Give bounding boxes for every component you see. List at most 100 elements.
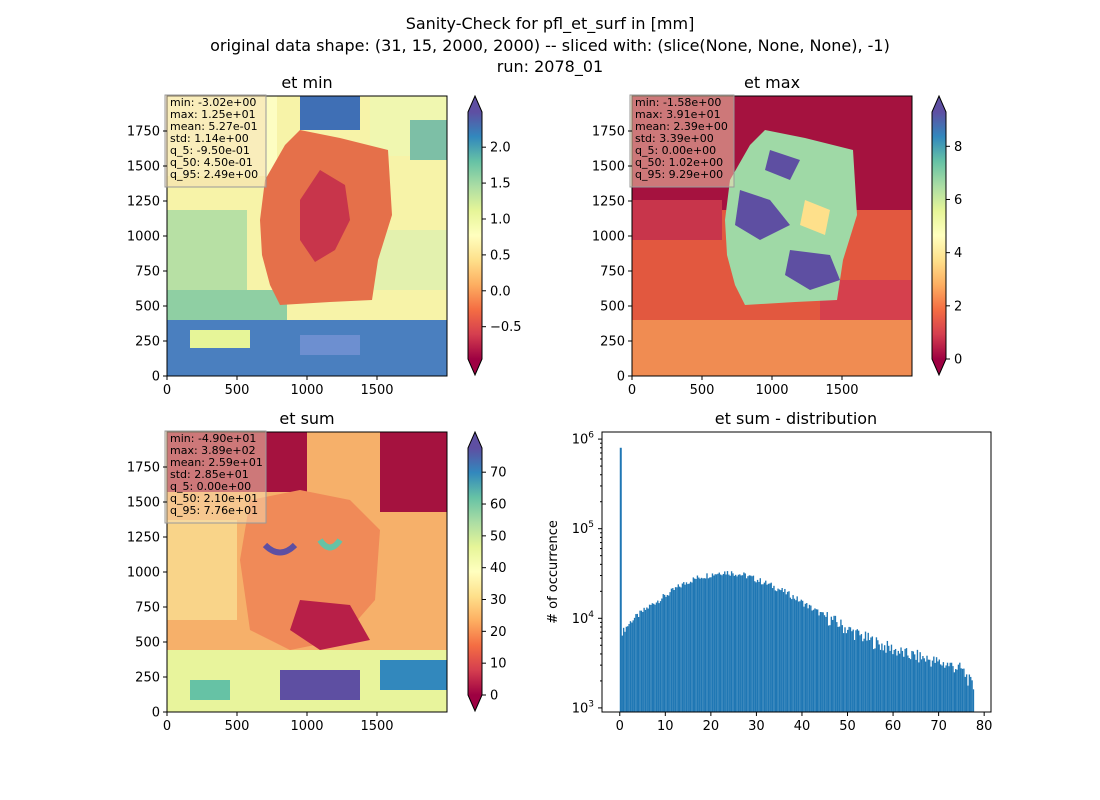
y-tick-label: 1500 (127, 160, 160, 175)
histogram-bar (795, 600, 797, 712)
histogram-bar (717, 573, 719, 712)
histogram-bar (860, 634, 863, 712)
panel-et-max: et max min: -1.58e+00 max: 3.91e+01 mean… (592, 73, 962, 398)
histogram-bar (874, 648, 876, 712)
histogram-bar (730, 571, 733, 712)
histogram-bar (855, 630, 857, 712)
panel-et-sum-distribution: et sum - distribution 0 10 20 30 40 50 60 70 80 … (546, 409, 992, 734)
histogram-bar (900, 647, 902, 712)
histogram-bar (750, 575, 752, 712)
histogram-bar (930, 666, 932, 712)
histogram-bar (685, 582, 688, 712)
y-tick-label: 1750 (127, 461, 160, 476)
y-axis-distribution: 103 104 105 106 (572, 431, 602, 716)
histogram-bar (885, 652, 887, 712)
x-tick-label: 0 (163, 383, 171, 398)
histogram-bar (773, 585, 775, 712)
histogram-bar (812, 609, 815, 712)
histogram-bar (683, 582, 685, 712)
histogram-bar (942, 662, 945, 712)
histogram-bar (689, 581, 692, 712)
histogram-bar (680, 587, 682, 712)
histogram-bar (665, 596, 667, 712)
histogram-bar (922, 656, 924, 712)
colorbar-tick-label: −0.5 (490, 320, 522, 335)
y-tick-label: 1000 (127, 566, 160, 581)
stat-line: std: 2.85e+01 (170, 468, 249, 481)
histogram-bar (801, 600, 804, 712)
y-tick-label: 750 (135, 601, 160, 616)
histogram-bar (863, 638, 865, 712)
x-tick-label: 1000 (755, 383, 788, 398)
colorbar-et-min: −0.5 0.0 0.5 1.0 1.5 2.0 (467, 94, 522, 377)
histogram-bar (822, 612, 824, 712)
histogram-bar (715, 574, 718, 712)
histogram-bar (953, 672, 956, 712)
histogram-bar (670, 588, 673, 712)
x-tick-label: 1000 (290, 383, 323, 398)
colorbar-extend-max (468, 96, 482, 112)
histogram-bar (714, 574, 716, 712)
histogram-bar (826, 612, 828, 712)
stat-line: min: -3.02e+00 (170, 96, 256, 109)
histogram-bar (654, 604, 656, 712)
histogram-bar (811, 610, 813, 712)
y-tick-label: 105 (572, 520, 594, 537)
histogram-bar (893, 650, 895, 712)
histogram-bar (788, 591, 790, 712)
y-tick-label: 1250 (127, 195, 160, 210)
histogram-bar (919, 652, 921, 712)
histogram-bar (878, 644, 880, 712)
histogram-bar (903, 656, 905, 712)
histogram-bar (890, 644, 893, 712)
histogram-bar (818, 615, 820, 712)
stat-line: mean: 2.59e+01 (170, 456, 263, 469)
histogram-bar (882, 650, 884, 712)
histogram-bar (640, 610, 643, 712)
histogram-bar (877, 640, 879, 712)
histogram-bar (707, 578, 710, 712)
histogram-bar (964, 676, 966, 712)
histogram-bar (840, 619, 842, 712)
histogram-bar (967, 685, 969, 712)
histogram-bar (644, 609, 647, 712)
x-tick-label: 0 (628, 383, 636, 398)
histogram-bar (751, 576, 753, 712)
y-tick-label: 750 (600, 265, 625, 280)
histogram-bar (873, 649, 875, 712)
histogram-bar (728, 574, 730, 712)
histogram-bar (945, 665, 947, 712)
histogram-bar (909, 659, 912, 712)
histogram-bar (924, 661, 927, 712)
y-tick-label: 0 (152, 706, 160, 721)
histogram-bar (631, 622, 633, 712)
histogram-bar (859, 635, 861, 712)
y-tick-label: 104 (572, 610, 595, 627)
histogram-bar (658, 603, 660, 712)
stats-box-et-max: min: -1.58e+00 max: 3.91e+01 mean: 2.39e… (629, 94, 735, 188)
colorbar-tick-label: 1.5 (490, 177, 511, 192)
histogram-bar (821, 612, 823, 712)
colorbar-tick-label: 2 (954, 299, 962, 314)
histogram-bars (619, 447, 975, 712)
histogram-bar (684, 584, 686, 712)
colorbar-tick-label: 6 (954, 193, 962, 208)
histogram-bar (931, 660, 934, 712)
histogram-bar (653, 603, 655, 712)
histogram-bar (710, 577, 712, 712)
histogram-bar (892, 654, 894, 712)
histogram-bar (907, 655, 909, 712)
stat-line: q_50: 2.10e+01 (170, 492, 258, 505)
histogram-bar (965, 674, 968, 712)
suptitle-line-1: Sanity-Check for pfl_et_surf in [mm] (406, 14, 695, 34)
histogram-bar (952, 666, 954, 712)
stat-line: mean: 2.39e+00 (635, 120, 728, 133)
histogram-bar (804, 603, 807, 712)
histogram-bar (766, 584, 768, 712)
stat-line: mean: 5.27e-01 (170, 120, 258, 133)
histogram-bar (661, 598, 663, 712)
histogram-bar (741, 575, 744, 712)
histogram-bar (635, 614, 637, 712)
histogram-bar (651, 603, 654, 712)
